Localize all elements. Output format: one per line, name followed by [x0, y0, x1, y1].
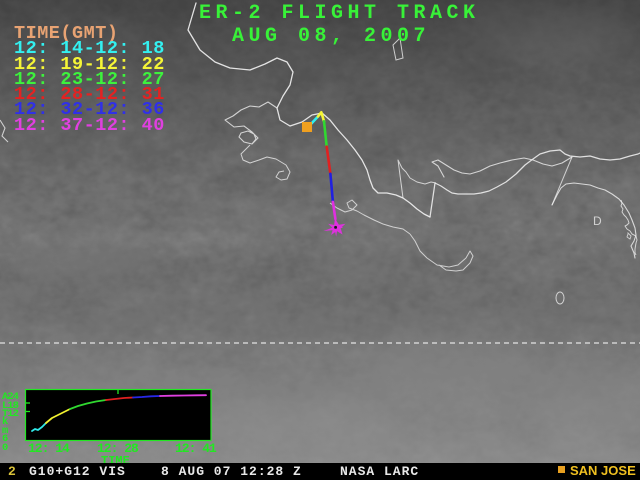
svg-text:D: D [593, 214, 602, 228]
